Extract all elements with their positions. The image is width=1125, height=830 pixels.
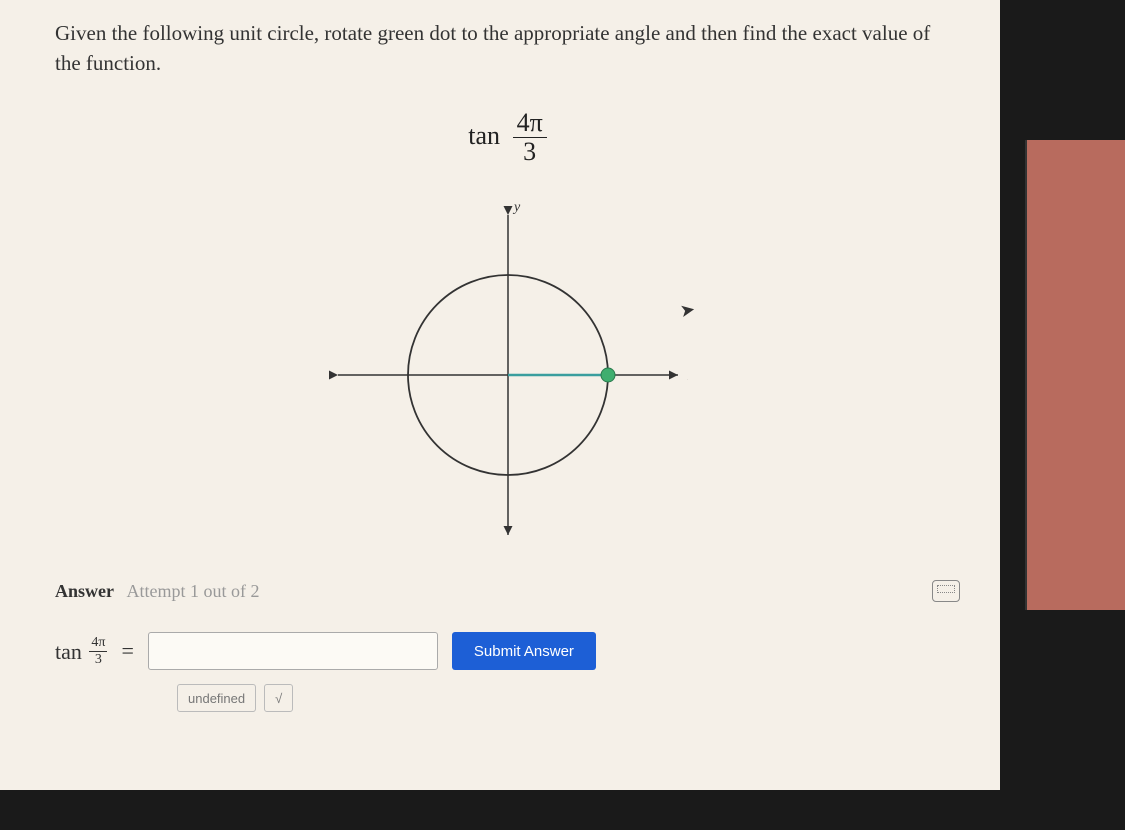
sqrt-button[interactable]: √: [264, 684, 293, 712]
main-formula: tan 4π 3: [55, 109, 960, 167]
answer-attempt-count: Attempt 1 out of 2: [127, 581, 260, 601]
right-sidebar-panel: [1025, 140, 1125, 610]
keyboard-icon[interactable]: [932, 580, 960, 602]
formula-denominator: 3: [513, 138, 547, 167]
svg-text:x: x: [687, 369, 688, 384]
formula-func: tan: [468, 121, 500, 150]
input-frac-num: 4π: [89, 635, 107, 652]
green-dot[interactable]: [601, 368, 615, 382]
svg-text:y: y: [512, 200, 521, 215]
input-func: tan: [55, 639, 82, 664]
tool-row: undefined √: [177, 684, 960, 712]
input-formula: tan 4π 3: [55, 635, 107, 668]
answer-label: Answer Attempt 1 out of 2: [55, 581, 260, 602]
input-fraction: 4π 3: [89, 635, 107, 668]
unit-circle-diagram[interactable]: xy: [55, 185, 960, 560]
problem-prompt: Given the following unit circle, rotate …: [55, 18, 960, 79]
formula-numerator: 4π: [513, 109, 547, 139]
sqrt-icon: √: [275, 691, 282, 706]
formula-fraction: 4π 3: [513, 109, 547, 167]
answer-input[interactable]: [148, 632, 438, 670]
answer-header-row: Answer Attempt 1 out of 2: [55, 580, 960, 602]
answer-label-bold: Answer: [55, 581, 114, 601]
submit-answer-button[interactable]: Submit Answer: [452, 632, 596, 670]
problem-page: Given the following unit circle, rotate …: [0, 0, 1000, 790]
equals-sign: =: [121, 638, 133, 664]
input-frac-den: 3: [89, 652, 107, 668]
undefined-button[interactable]: undefined: [177, 684, 256, 712]
answer-input-row: tan 4π 3 = Submit Answer: [55, 632, 960, 670]
unit-circle-svg[interactable]: xy: [328, 185, 688, 555]
